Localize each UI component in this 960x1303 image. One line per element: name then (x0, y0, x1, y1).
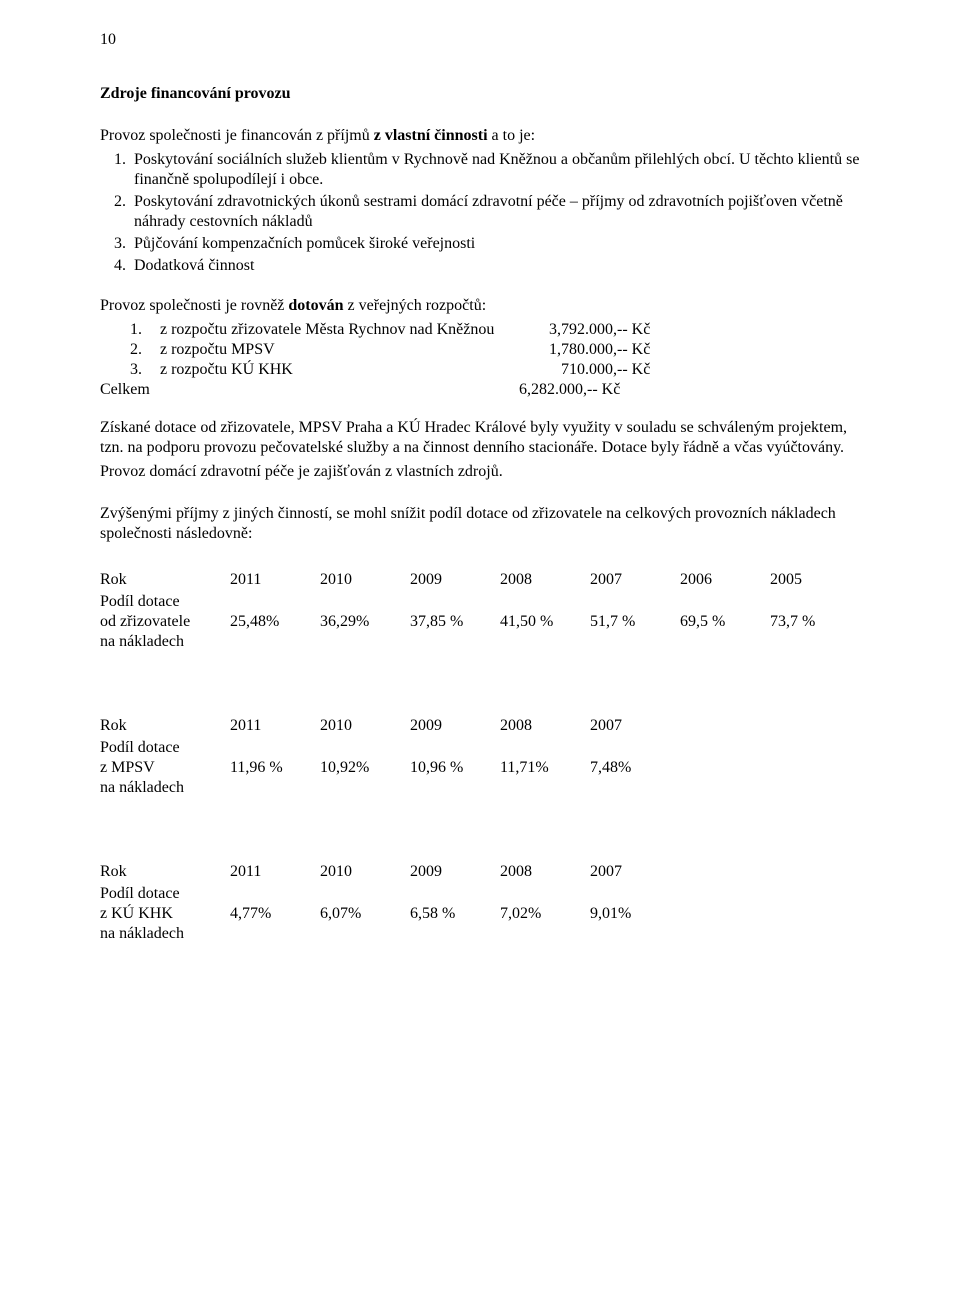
table-row: Podíl dotace (100, 592, 860, 612)
cell-value: 11,96 % (230, 758, 320, 778)
budget-item-amount-num: 3,792 (530, 320, 585, 340)
paragraph-domaci: Provoz domácí zdravotní péče je zajišťov… (100, 462, 860, 482)
table-row: na nákladech (100, 778, 680, 798)
table-row: od zřizovatele 25,48% 36,29% 37,85 % 41,… (100, 612, 860, 632)
list-item: Půjčování kompenzačních pomůcek široké v… (130, 234, 860, 254)
budget-total-amount-num: 6,282 (500, 380, 555, 400)
table-zrizovatel: Rok 2011 2010 2009 2008 2007 2006 2005 P… (100, 570, 860, 652)
budget-item-amount-suffix: .000,-- Kč (585, 360, 650, 380)
cell-value: 7,02% (500, 904, 590, 924)
table-row: z MPSV 11,96 % 10,92% 10,96 % 11,71% 7,4… (100, 758, 680, 778)
budget-total-amount-suffix: .000,-- Kč (555, 380, 620, 400)
cell-year: 2006 (680, 570, 770, 592)
cell-year: 2011 (230, 716, 320, 738)
budget-item-label: z rozpočtu MPSV (160, 340, 530, 360)
cell-year: 2010 (320, 570, 410, 592)
table-row: na nákladech (100, 632, 860, 652)
cell-value: 36,29% (320, 612, 410, 632)
cell-value: 37,85 % (410, 612, 500, 632)
list-item: Poskytování sociálních služeb klientům v… (130, 150, 860, 190)
cell-year: 2011 (230, 570, 320, 592)
cell-year: 2009 (410, 716, 500, 738)
cell-label: Rok (100, 862, 230, 884)
cell-year: 2007 (590, 862, 680, 884)
intro-suffix: a to je: (488, 127, 536, 144)
budget-item-number: 1. (100, 320, 160, 340)
cell-label: Podíl dotace (100, 738, 230, 758)
cell-year: 2007 (590, 716, 680, 738)
table-row: na nákladech (100, 924, 680, 944)
cell-value: 9,01% (590, 904, 680, 924)
table-row: Rok 2011 2010 2009 2008 2007 (100, 862, 680, 884)
cell-year: 2008 (500, 862, 590, 884)
page-number: 10 (100, 30, 860, 50)
budget-item-amount-suffix: .000,-- Kč (585, 320, 650, 340)
cell-label: na nákladech (100, 778, 230, 798)
budget-item-label: z rozpočtu zřizovatele Města Rychnov nad… (160, 320, 530, 340)
dotovan-line: Provoz společnosti je rovněž dotován z v… (100, 296, 860, 316)
paragraph-usage: Získané dotace od zřizovatele, MPSV Prah… (100, 418, 860, 458)
cell-label: na nákladech (100, 632, 230, 652)
cell-label: Rok (100, 716, 230, 738)
cell-label: z KÚ KHK (100, 904, 230, 924)
budget-item-number: 2. (100, 340, 160, 360)
cell-year: 2011 (230, 862, 320, 884)
cell-value: 10,92% (320, 758, 410, 778)
intro-line: Provoz společnosti je financován z příjm… (100, 126, 860, 146)
cell-value: 7,48% (590, 758, 680, 778)
cell-label: na nákladech (100, 924, 230, 944)
cell-label: Rok (100, 570, 230, 592)
intro-prefix: Provoz společnosti je financován z příjm… (100, 127, 374, 144)
cell-label: od zřizovatele (100, 612, 230, 632)
table-row: Rok 2011 2010 2009 2008 2007 (100, 716, 680, 738)
cell-value: 69,5 % (680, 612, 770, 632)
cell-year: 2010 (320, 862, 410, 884)
cell-year: 2010 (320, 716, 410, 738)
cell-year: 2008 (500, 570, 590, 592)
budget-total: Celkem 6,282 .000,-- Kč (100, 380, 860, 400)
intro-bold: z vlastní činnosti (374, 127, 488, 144)
cell-label: Podíl dotace (100, 592, 230, 612)
budget-item-number: 3. (100, 360, 160, 380)
budget-item-amount-num: 710 (530, 360, 585, 380)
cell-year: 2008 (500, 716, 590, 738)
cell-value: 51,7 % (590, 612, 680, 632)
dotovan-prefix: Provoz společnosti je rovněž (100, 297, 288, 314)
budget-item: 1. z rozpočtu zřizovatele Města Rychnov … (100, 320, 860, 340)
cell-label: z MPSV (100, 758, 230, 778)
cell-year: 2007 (590, 570, 680, 592)
budget-item-amount-num: 1,780 (530, 340, 585, 360)
table-mpsv: Rok 2011 2010 2009 2008 2007 Podíl dotac… (100, 716, 680, 798)
table-ku-khk: Rok 2011 2010 2009 2008 2007 Podíl dotac… (100, 862, 680, 944)
list-item: Poskytování zdravotnických úkonů sestram… (130, 192, 860, 232)
cell-value: 6,58 % (410, 904, 500, 924)
dotovan-suffix: z veřejných rozpočtů: (344, 297, 487, 314)
paragraph-zvysenymi: Zvýšenými příjmy z jiných činností, se m… (100, 504, 860, 544)
cell-value: 10,96 % (410, 758, 500, 778)
cell-label: Podíl dotace (100, 884, 230, 904)
budget-item: 2. z rozpočtu MPSV 1,780 .000,-- Kč (100, 340, 860, 360)
list-item: Dodatková činnost (130, 256, 860, 276)
cell-year: 2009 (410, 570, 500, 592)
budget-list: 1. z rozpočtu zřizovatele Města Rychnov … (100, 320, 860, 400)
budget-item: 3. z rozpočtu KÚ KHK 710 .000,-- Kč (100, 360, 860, 380)
own-sources-list: Poskytování sociálních služeb klientům v… (130, 150, 860, 276)
cell-year: 2009 (410, 862, 500, 884)
cell-value: 25,48% (230, 612, 320, 632)
cell-year: 2005 (770, 570, 860, 592)
cell-value: 11,71% (500, 758, 590, 778)
budget-item-label: z rozpočtu KÚ KHK (160, 360, 530, 380)
budget-total-label: Celkem (100, 380, 500, 400)
cell-value: 4,77% (230, 904, 320, 924)
dotovan-bold: dotován (288, 297, 343, 314)
cell-value: 6,07% (320, 904, 410, 924)
table-row: z KÚ KHK 4,77% 6,07% 6,58 % 7,02% 9,01% (100, 904, 680, 924)
cell-value: 73,7 % (770, 612, 860, 632)
table-row: Rok 2011 2010 2009 2008 2007 2006 2005 (100, 570, 860, 592)
budget-item-amount-suffix: .000,-- Kč (585, 340, 650, 360)
heading-zdroje: Zdroje financování provozu (100, 84, 860, 104)
table-row: Podíl dotace (100, 884, 680, 904)
table-row: Podíl dotace (100, 738, 680, 758)
cell-value: 41,50 % (500, 612, 590, 632)
